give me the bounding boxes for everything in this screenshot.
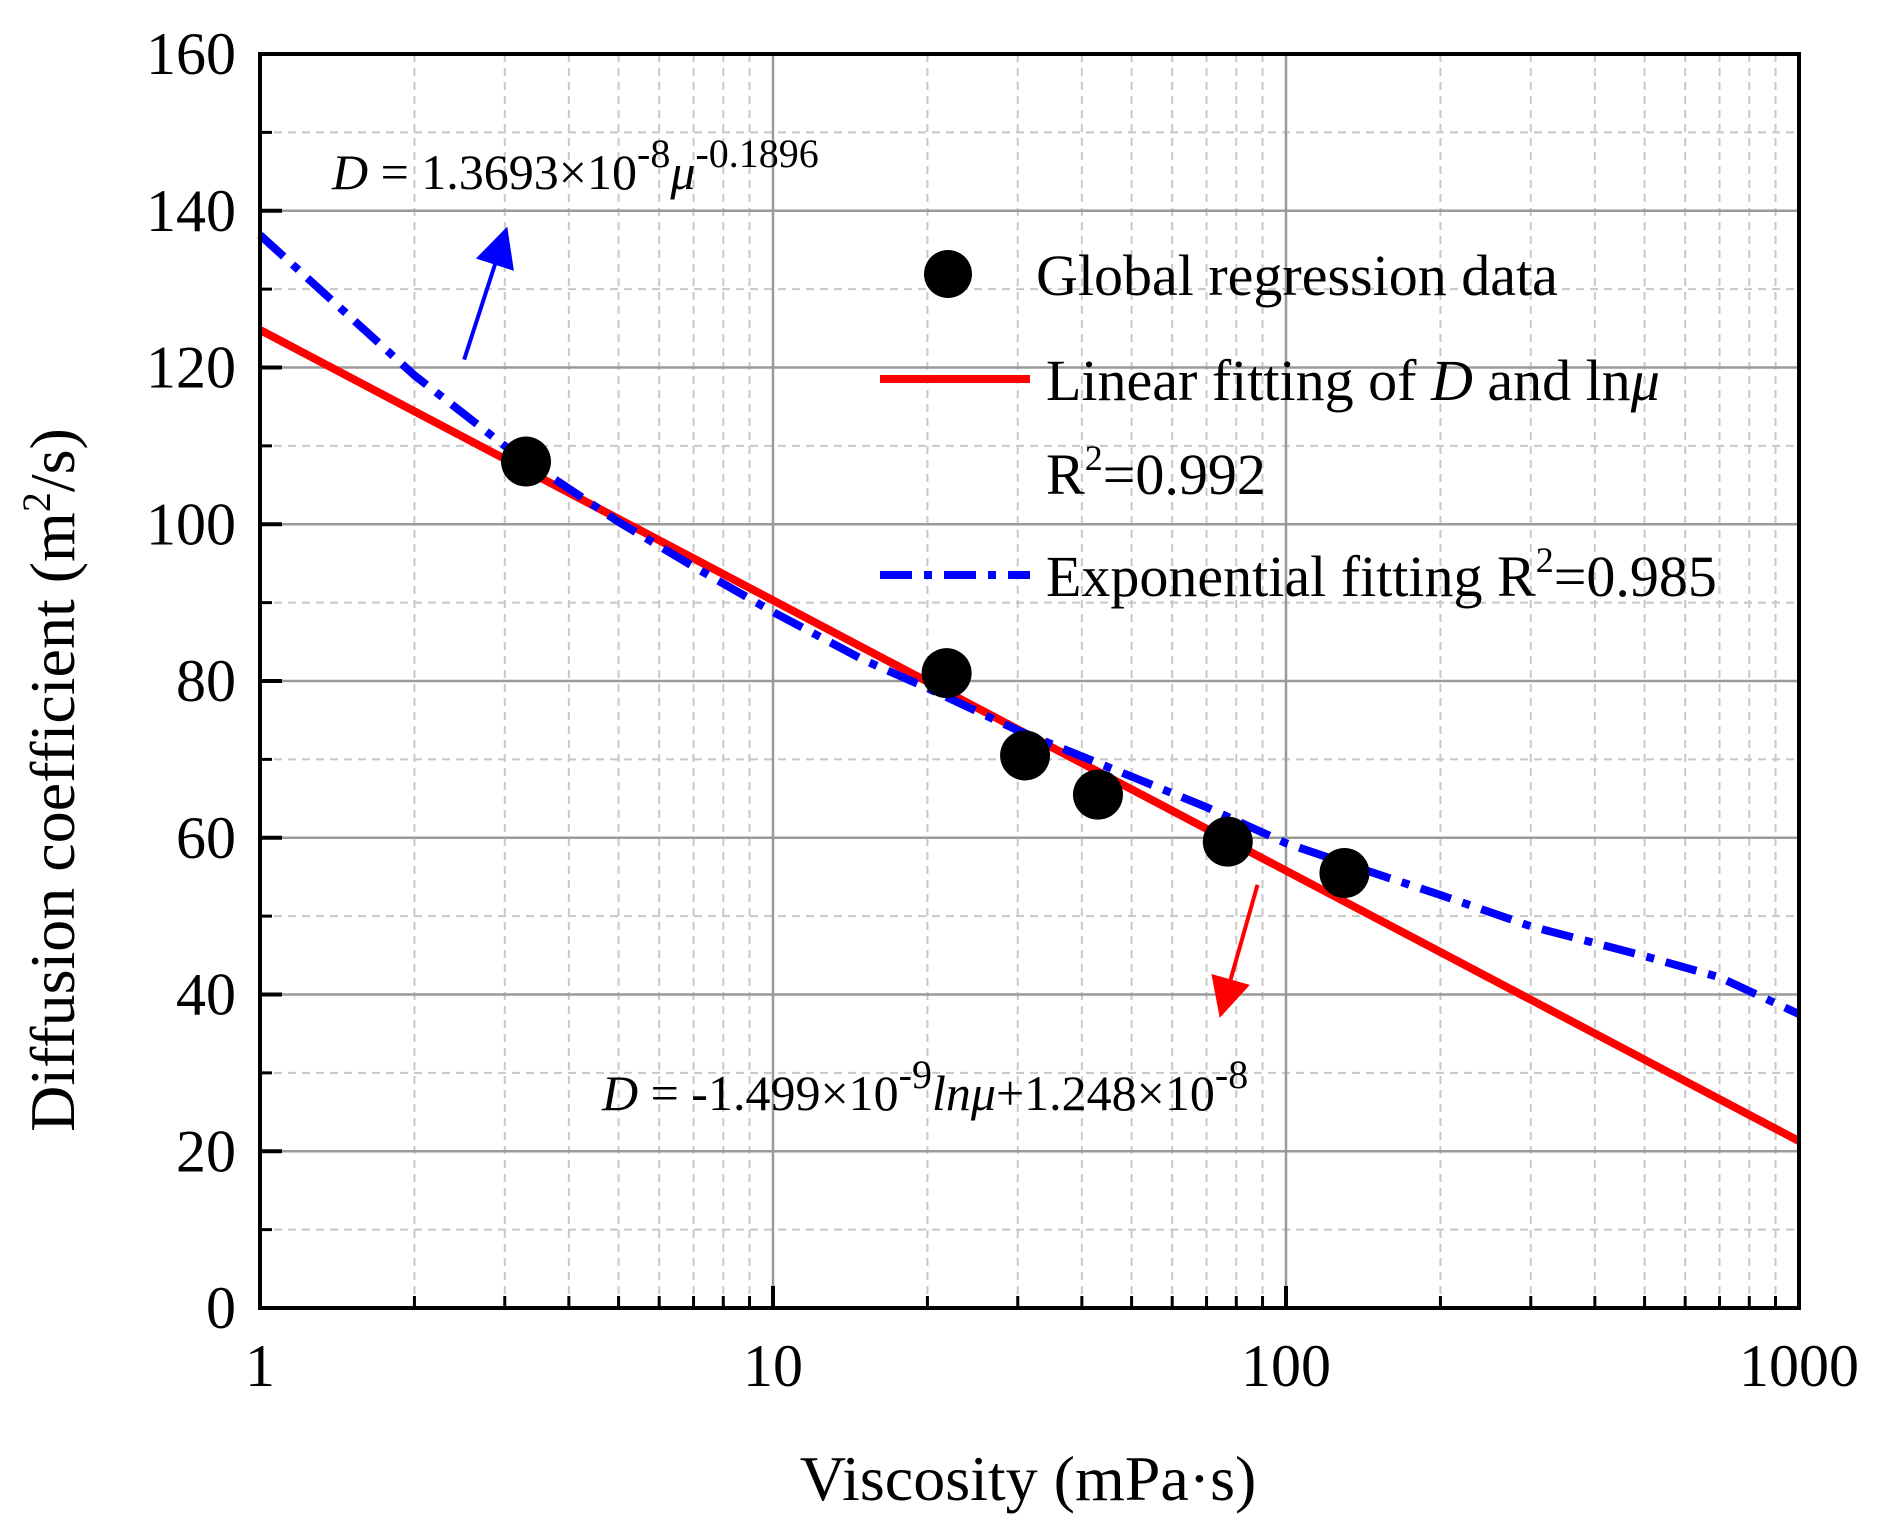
legend: Global regression data Linear fitting of… xyxy=(880,243,1717,609)
legend-label-linear-r2: R2=0.992 xyxy=(1046,438,1266,507)
legend-label-scatter: Global regression data xyxy=(1036,243,1558,308)
y-axis-label: Diffusion coefficient (m2/s) xyxy=(14,428,88,1132)
exponential-arrow xyxy=(462,226,514,361)
y-tick-label: 160 xyxy=(146,21,236,87)
y-tick-label: 120 xyxy=(146,335,236,401)
x-tick-label: 1000 xyxy=(1739,1333,1859,1399)
exp-eq-exp1: -8 xyxy=(637,131,670,176)
y-tick-label: 20 xyxy=(176,1118,236,1184)
exp-eq-exp2: -0.1896 xyxy=(695,131,818,176)
plot-frame xyxy=(258,52,1801,1310)
y-tick-label: 0 xyxy=(206,1275,236,1341)
lin-eq-exp2: -8 xyxy=(1215,1052,1248,1097)
y-tick-label: 100 xyxy=(146,491,236,557)
exp-eq-lhs: D xyxy=(331,144,368,200)
data-point xyxy=(1319,848,1370,899)
legend-marker-scatter xyxy=(924,250,972,298)
lin-eq-exp1: -9 xyxy=(899,1052,932,1097)
tick-labels: 1 10 100 1000 0 20 40 60 80 100 120 140 160 xyxy=(146,21,1859,1399)
x-tick-label: 100 xyxy=(1241,1333,1331,1399)
x-tick-label: 10 xyxy=(743,1333,803,1399)
y-axis-label-prefix: Diffusion coefficient (m xyxy=(17,512,88,1132)
y-tick-label: 40 xyxy=(176,962,236,1028)
exponential-equation: D = 1.3693×10-8μ-0.1896 xyxy=(331,131,819,200)
exp-eq-var: μ xyxy=(669,144,695,200)
legend-label-exponential: Exponential fitting R2=0.985 xyxy=(1046,540,1717,609)
linear-arrow xyxy=(1211,884,1260,1018)
data-point xyxy=(1202,816,1253,867)
y-tick-label: 140 xyxy=(146,178,236,244)
y-tick-label: 60 xyxy=(176,805,236,871)
exp-eq-body: = 1.3693×10 xyxy=(368,144,637,200)
y-axis-label-sup: 2 xyxy=(14,492,59,512)
x-tick-label: 1 xyxy=(245,1333,275,1399)
x-axis-label: Viscosity (mPa·s) xyxy=(800,1443,1257,1514)
y-tick-label: 80 xyxy=(176,648,236,714)
data-point xyxy=(1072,769,1123,820)
data-point xyxy=(1000,730,1051,781)
legend-label-linear: Linear fitting of D and lnμ xyxy=(1046,348,1660,413)
data-point xyxy=(921,648,972,699)
lin-eq-lhs: D xyxy=(601,1065,638,1121)
lin-eq-body: = -1.499×10 xyxy=(638,1065,899,1121)
data-point xyxy=(500,436,551,487)
lin-eq-var: lnμ xyxy=(932,1065,996,1121)
grid xyxy=(258,52,1801,1310)
linear-equation: D = -1.499×10-9lnμ+1.248×10-8 xyxy=(601,1052,1248,1121)
scatter-points xyxy=(500,436,1370,899)
y-axis-label-suffix: /s) xyxy=(17,428,88,492)
exponential-fit-line xyxy=(257,232,1801,1018)
lin-eq-mid: +1.248×10 xyxy=(996,1065,1215,1121)
